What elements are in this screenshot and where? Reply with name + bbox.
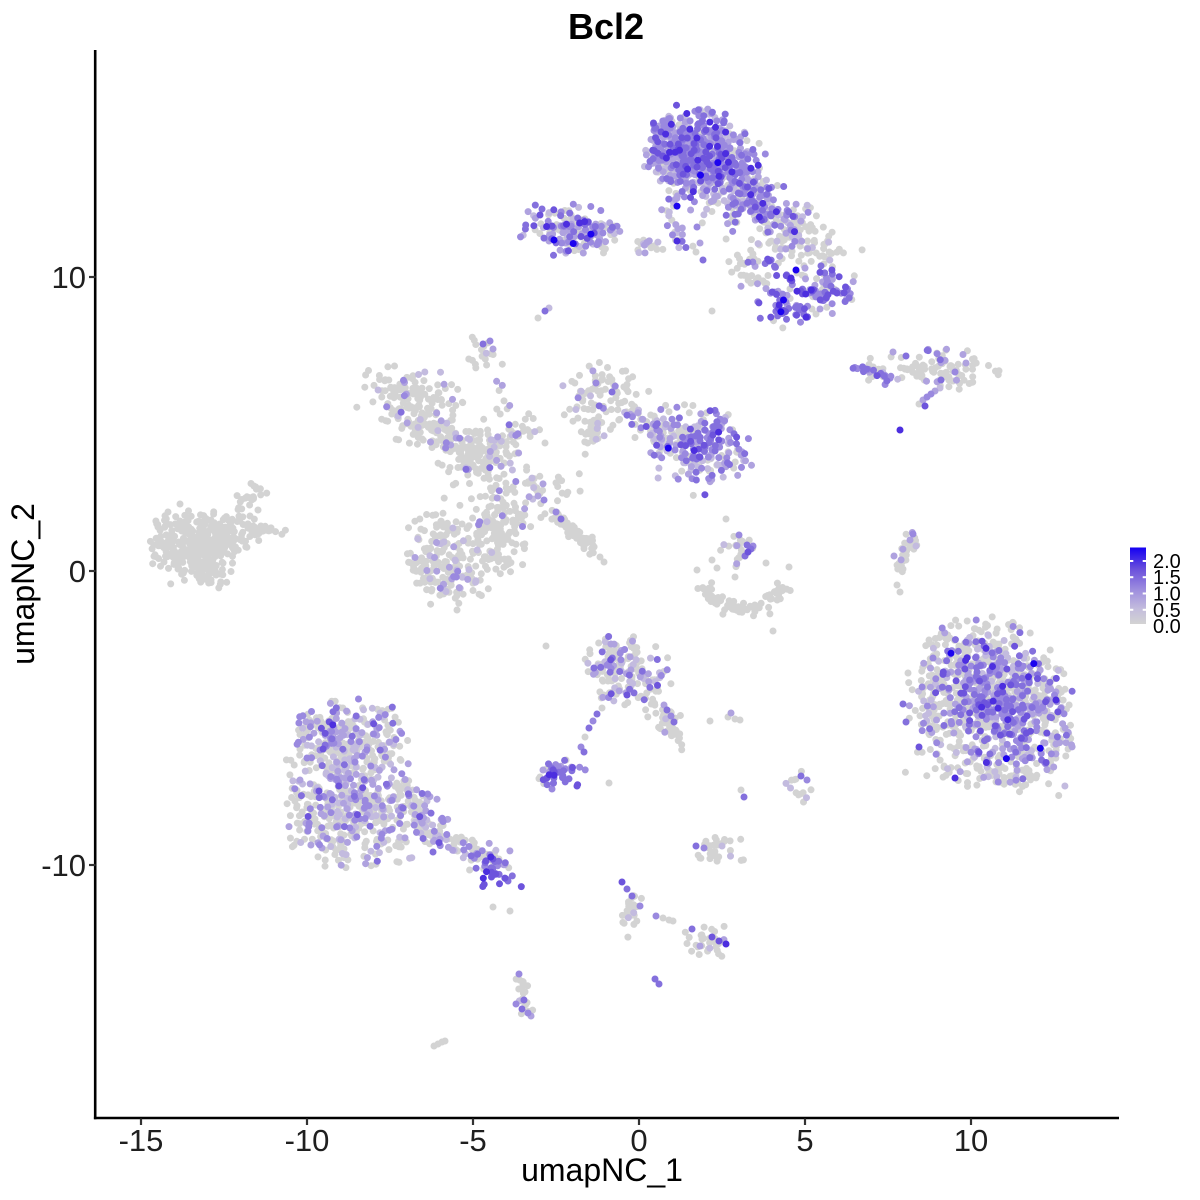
svg-text:1.5: 1.5 bbox=[1153, 567, 1181, 589]
svg-text:10: 10 bbox=[954, 1123, 988, 1158]
svg-text:-5: -5 bbox=[459, 1123, 487, 1158]
svg-text:-15: -15 bbox=[119, 1123, 164, 1158]
svg-text:5: 5 bbox=[796, 1123, 813, 1158]
svg-text:0: 0 bbox=[69, 554, 86, 589]
svg-text:1.0: 1.0 bbox=[1153, 584, 1181, 606]
svg-text:-10: -10 bbox=[41, 848, 86, 883]
svg-text:umapNC_1: umapNC_1 bbox=[521, 1152, 683, 1188]
svg-text:umapNC_2: umapNC_2 bbox=[5, 503, 41, 665]
svg-text:0.5: 0.5 bbox=[1153, 600, 1181, 622]
svg-text:0: 0 bbox=[630, 1123, 647, 1158]
svg-text:10: 10 bbox=[52, 260, 86, 295]
svg-text:0.0: 0.0 bbox=[1153, 616, 1181, 638]
svg-text:2.0: 2.0 bbox=[1153, 551, 1181, 573]
svg-text:-10: -10 bbox=[285, 1123, 330, 1158]
svg-text:Bcl2: Bcl2 bbox=[568, 6, 644, 47]
